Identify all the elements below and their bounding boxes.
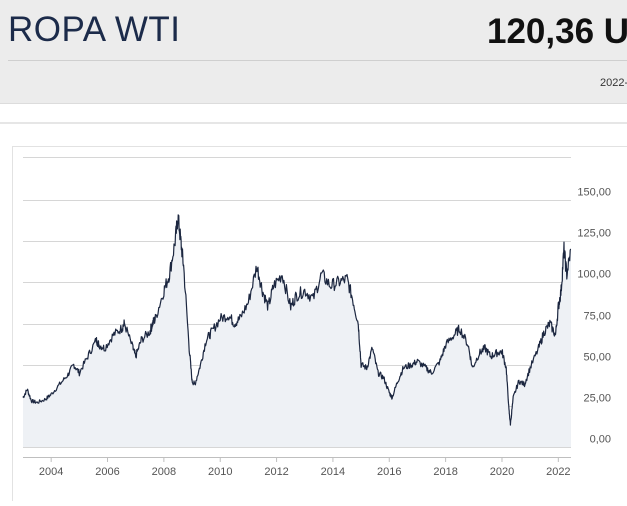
- x-tick-label: 2006: [95, 466, 119, 478]
- series-area: [23, 214, 571, 447]
- quote-date: 2022-: [600, 77, 627, 89]
- price-chart[interactable]: 0,00 25,00 50,00 75,00 100,00 125,00 150,00 200…: [13, 147, 627, 501]
- x-tick-label: 2008: [152, 466, 176, 478]
- quote-header: ROPA WTI 120,36 U 2022-: [0, 0, 627, 104]
- current-price: 120,36 U: [487, 12, 627, 51]
- x-tick-label: 2016: [377, 466, 401, 478]
- header-divider: [8, 60, 627, 61]
- section-divider: [0, 122, 627, 124]
- y-tick-label: 150,00: [577, 187, 611, 199]
- x-tick-label: 2020: [490, 466, 514, 478]
- x-tick-label: 2004: [39, 466, 63, 478]
- y-tick-label: 50,00: [583, 352, 611, 364]
- x-tick-label: 2012: [264, 466, 288, 478]
- x-tick-label: 2022: [546, 466, 570, 478]
- x-tick-label: 2018: [433, 466, 457, 478]
- price-chart-card: 0,00 25,00 50,00 75,00 100,00 125,00 150,00 200…: [12, 146, 627, 501]
- series-line: [22, 214, 572, 426]
- y-tick-label: 75,00: [583, 311, 611, 323]
- y-tick-label: 100,00: [577, 269, 611, 281]
- y-tick-label: 0,00: [590, 434, 611, 446]
- y-tick-label: 25,00: [583, 393, 611, 405]
- x-tick-label: 2014: [321, 466, 345, 478]
- y-tick-label: 125,00: [577, 228, 611, 240]
- x-tick-label: 2010: [208, 466, 232, 478]
- instrument-title: ROPA WTI: [8, 10, 181, 49]
